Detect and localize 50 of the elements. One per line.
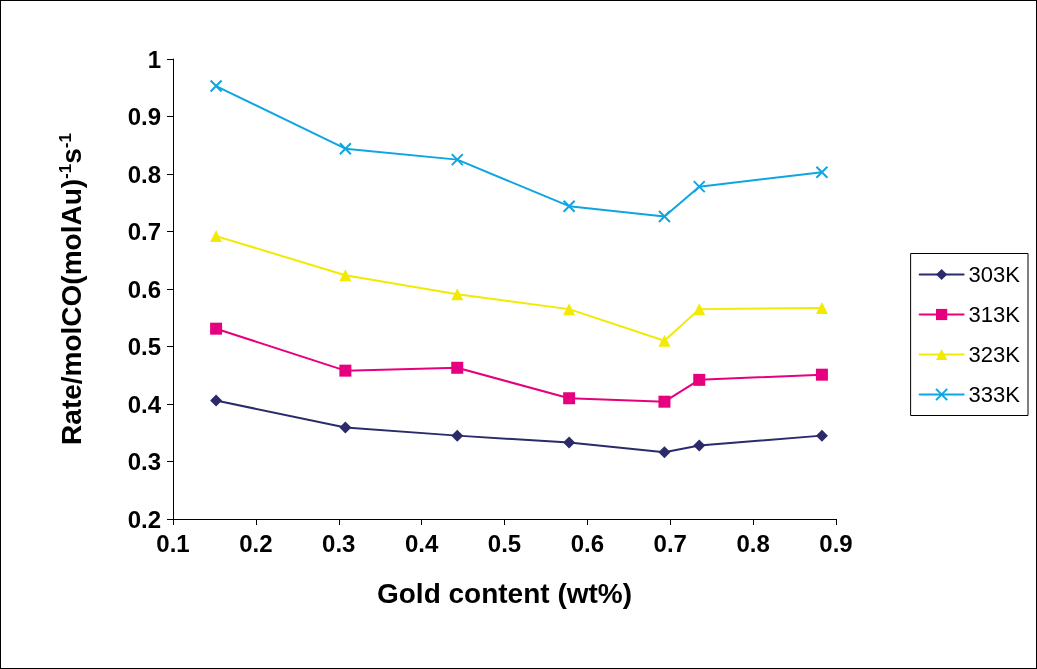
point bbox=[338, 142, 352, 156]
point bbox=[563, 392, 576, 405]
point bbox=[450, 153, 464, 167]
x-tick-label: 0.3 bbox=[322, 529, 356, 557]
legend-label: 333K bbox=[968, 382, 1021, 407]
point bbox=[657, 210, 671, 224]
x-tick-label: 0.7 bbox=[653, 529, 687, 557]
point bbox=[693, 373, 706, 386]
legend-label: 323K bbox=[968, 342, 1021, 367]
y-tick-label: 0.8 bbox=[127, 160, 161, 188]
point bbox=[815, 429, 828, 442]
x-tick-label: 0.5 bbox=[487, 529, 522, 557]
point bbox=[658, 395, 671, 408]
x-tick-label: 0.8 bbox=[736, 529, 770, 557]
y-tick-label: 1 bbox=[147, 45, 161, 73]
point bbox=[451, 288, 464, 301]
y-tick-label: 0.3 bbox=[127, 448, 161, 475]
point bbox=[210, 394, 223, 407]
point bbox=[815, 301, 828, 314]
point bbox=[451, 429, 464, 442]
point bbox=[451, 361, 464, 374]
point bbox=[563, 303, 576, 316]
point bbox=[210, 230, 223, 243]
point bbox=[658, 446, 671, 459]
y-tick-label: 0.9 bbox=[127, 103, 161, 130]
y-tick-label: 0.6 bbox=[127, 275, 161, 303]
y-tick-label: 0.4 bbox=[127, 390, 162, 418]
legend-label: 313K bbox=[968, 302, 1021, 327]
point bbox=[693, 303, 706, 316]
point bbox=[562, 199, 576, 213]
x-tick-label: 0.2 bbox=[239, 529, 273, 557]
point bbox=[693, 439, 706, 452]
point bbox=[815, 165, 829, 179]
point bbox=[815, 368, 828, 381]
point bbox=[563, 436, 576, 449]
x-tick-label: 0.6 bbox=[570, 529, 605, 557]
y-axis-title: Rate/molCO(molAu)-1s-1 bbox=[55, 133, 87, 445]
point bbox=[339, 364, 352, 377]
y-tick-label: 0.5 bbox=[127, 333, 161, 360]
point bbox=[210, 322, 223, 335]
point bbox=[658, 334, 671, 347]
x-tick-label: 0.4 bbox=[404, 529, 439, 557]
point bbox=[339, 421, 352, 434]
point bbox=[339, 269, 352, 282]
legend-label: 303K bbox=[968, 262, 1021, 287]
x-tick-label: 0.9 bbox=[819, 529, 853, 557]
y-tick-label: 0.7 bbox=[127, 218, 161, 245]
point bbox=[692, 180, 706, 194]
x-axis-title: Gold content (wt%) bbox=[376, 577, 633, 609]
point bbox=[209, 79, 223, 93]
